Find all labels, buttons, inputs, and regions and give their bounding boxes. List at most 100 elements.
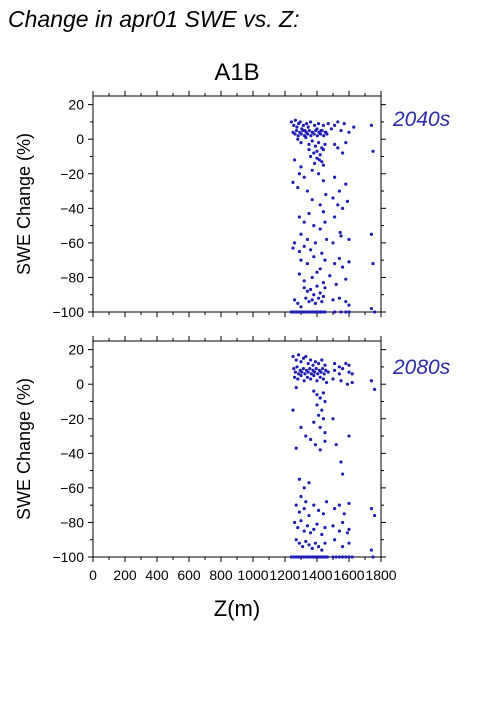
data-point — [321, 147, 325, 152]
data-point — [320, 128, 324, 133]
data-point — [347, 501, 351, 506]
data-point — [317, 158, 321, 162]
x-tick-label: 1600 — [333, 567, 364, 583]
data-point — [333, 215, 337, 219]
data-point — [344, 361, 348, 366]
data-point — [299, 519, 303, 523]
data-point — [291, 354, 295, 359]
data-point — [333, 142, 337, 146]
data-point — [347, 363, 351, 367]
data-point — [311, 555, 315, 559]
data-point — [315, 134, 319, 138]
data-point — [291, 180, 295, 184]
data-point — [310, 198, 314, 202]
data-point — [323, 142, 327, 146]
data-point — [347, 237, 351, 242]
data-point — [347, 370, 351, 374]
data-point — [301, 128, 305, 133]
data-point — [293, 118, 297, 122]
data-point — [316, 555, 320, 559]
data-point — [337, 296, 341, 300]
data-point — [297, 510, 301, 514]
data-point — [341, 265, 345, 269]
data-point — [321, 179, 325, 183]
data-point — [305, 289, 309, 293]
data-point — [313, 555, 317, 559]
y-axis-label: SWE Change (%) — [14, 133, 34, 275]
data-point — [337, 365, 341, 369]
data-point — [292, 367, 296, 371]
data-point — [299, 360, 303, 364]
x-tick-label: 200 — [113, 567, 137, 583]
data-point — [292, 555, 296, 559]
data-point — [302, 529, 306, 533]
y-tick-label: 0 — [76, 131, 84, 147]
data-point — [307, 142, 311, 146]
data-point — [373, 310, 377, 314]
data-point — [306, 132, 310, 136]
data-point — [302, 286, 306, 290]
data-point — [304, 555, 308, 559]
data-point — [291, 246, 295, 250]
data-point — [325, 132, 329, 136]
data-point — [289, 310, 293, 314]
data-point — [309, 531, 313, 535]
y-tick-label: −60 — [60, 235, 84, 251]
data-point — [322, 372, 326, 376]
data-point — [324, 368, 328, 372]
data-point — [319, 370, 323, 374]
plot-frame — [92, 340, 382, 558]
data-point — [373, 513, 377, 518]
x-axis-label: Z(m) — [214, 596, 260, 621]
data-point — [302, 279, 306, 283]
data-point — [297, 272, 301, 276]
data-point — [302, 507, 306, 511]
data-point — [341, 520, 345, 525]
data-point — [307, 211, 311, 216]
y-axis-label: SWE Change (%) — [14, 378, 34, 520]
x-tick-label: 1200 — [269, 567, 300, 583]
data-point — [318, 203, 322, 207]
data-point — [328, 274, 332, 278]
data-point — [323, 258, 327, 262]
data-point — [310, 546, 314, 550]
data-point — [337, 503, 341, 507]
data-point — [318, 310, 322, 314]
data-point — [299, 132, 303, 136]
data-point — [318, 425, 322, 429]
data-point — [299, 555, 303, 559]
data-point — [318, 448, 322, 452]
data-point — [311, 310, 315, 314]
data-point — [305, 375, 309, 379]
data-point — [344, 300, 348, 304]
data-point — [309, 310, 313, 314]
data-point — [339, 379, 343, 383]
data-point — [345, 199, 349, 204]
data-point — [298, 120, 302, 124]
data-point — [329, 127, 333, 131]
data-point — [296, 526, 300, 530]
data-point — [309, 437, 313, 442]
data-point — [293, 132, 297, 136]
data-point — [309, 154, 313, 159]
data-point — [304, 500, 308, 504]
data-point — [369, 507, 373, 511]
data-point — [339, 234, 343, 238]
data-point — [331, 196, 335, 200]
data-point — [313, 360, 317, 364]
data-point — [299, 373, 303, 378]
data-point — [307, 147, 311, 152]
data-point — [302, 220, 306, 224]
y-tick-label: −40 — [60, 445, 84, 461]
data-point — [309, 358, 313, 362]
data-point — [312, 151, 316, 155]
data-point — [307, 543, 311, 547]
data-point — [306, 125, 310, 129]
data-point — [344, 310, 348, 314]
data-point — [317, 361, 321, 366]
data-point — [301, 123, 305, 127]
y-tick-label: −60 — [60, 480, 84, 496]
data-point — [296, 137, 300, 141]
data-point — [314, 367, 318, 371]
